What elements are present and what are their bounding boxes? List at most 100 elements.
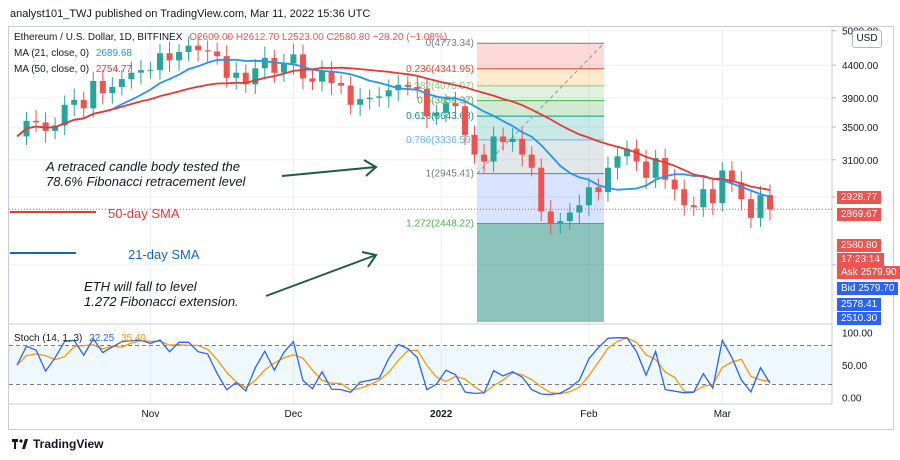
fib-level-label-4: 0.618(3643.68) [406,111,474,122]
annotation-fall-line1: ETH will fall to level [84,279,197,294]
legend-ma21-label: MA (21, close, 0) [14,48,90,59]
candle-63 [614,145,621,180]
candle-body-18 [185,45,192,53]
price-badge-4: Ask 2579.90 [837,266,900,279]
candle-body-26 [261,57,268,69]
candle-body-9 [99,81,106,93]
candle-body-71 [690,205,697,208]
candle-8 [90,71,97,118]
candle-18 [185,36,192,62]
candle-5 [61,95,68,136]
candle-37 [366,89,373,110]
candle-57 [557,212,564,234]
candle-14 [147,61,154,79]
candle-2 [33,110,40,133]
x-tick-label-2: 2022 [430,409,453,420]
annotation-fall-line2: 1.272 Fibonacci extension. [84,294,239,309]
candle-body-25 [252,68,259,85]
candle-55 [538,158,545,222]
candle-52 [509,127,516,152]
stoch-k-line [16,337,771,396]
candle-42 [414,76,421,99]
candle-16 [166,41,173,72]
candle-71 [690,196,697,216]
candle-33 [328,61,335,95]
candle-54 [528,146,535,177]
stoch-legend-label: Stoch (14, 1, 3) [14,333,83,344]
chart-frame [8,26,894,430]
annotation-retrace-line1: A retraced candle body tested the [46,159,240,174]
candle-body-66 [643,161,650,178]
y-tick-label-5: 4400.00 [842,61,879,72]
legend-ma21-value: 2689.68 [95,48,132,59]
fib-level-label-7: 1.272(2448.22) [406,219,474,230]
candle-body-19 [195,45,202,51]
candle-49 [481,143,488,173]
candle-body-43 [423,88,430,117]
candle-21 [214,42,221,65]
candle-53 [519,128,526,167]
stoch-legend-k: 22.25 [89,333,115,344]
ma50-line [16,66,771,191]
candle-9 [99,70,106,105]
stoch-band [9,345,832,385]
candle-56 [547,200,554,235]
arrow-fall-shaft [265,254,377,297]
candle-44 [433,104,440,125]
candle-body-51 [500,136,507,143]
stoch-legend-d: 35.49 [120,333,146,344]
candle-10 [109,77,116,104]
price-badge-3: 17:23:14 [837,253,884,266]
legend-ma50-value: 2754.77 [95,64,132,75]
candle-70 [681,179,688,216]
candle-75 [728,161,735,193]
candle-76 [738,171,745,211]
tradingview-logo-icon [12,439,28,449]
candle-body-72 [700,189,707,208]
candle-35 [347,76,354,115]
candle-67 [652,149,659,188]
currency-button[interactable]: USD [852,30,882,48]
candle-body-57 [557,221,564,224]
candle-36 [357,87,364,117]
candle-body-16 [166,53,173,61]
annotation-retrace: A retraced candle body tested the 78.6% … [46,159,245,189]
candle-29 [290,43,297,75]
candle-body-32 [319,71,326,82]
candle-body-7 [80,99,87,109]
candle-19 [195,34,202,62]
candle-68 [662,148,669,189]
footer-brand-text: TradingView [33,437,104,451]
stoch-legend: Stoch (14, 1, 3) 22.25 35.49 [14,333,146,344]
price-badge-1: 2869.67 [837,208,882,221]
candle-32 [319,60,326,92]
legend-ma50[interactable]: MA (50, close, 0) 2754.77 [14,64,132,75]
candle-body-21 [214,51,221,57]
price-badge-6: 2578.41 [837,298,882,311]
candle-body-28 [280,63,287,73]
candle-body-34 [338,82,345,86]
annotation-sma21: 21-day SMA [128,247,200,262]
candle-body-53 [519,138,526,155]
annotation-sma50: 50-day SMA [108,206,180,221]
candle-body-74 [719,170,726,204]
candle-body-63 [614,156,621,168]
candle-body-15 [156,53,163,71]
fib-level-label-6: 1(2945.41) [426,169,474,180]
footer-brand: TradingView [12,437,103,451]
candle-61 [595,178,602,201]
y-tick-label-4: 3900.00 [842,94,879,105]
candle-body-44 [433,112,440,117]
legend-symbol: Ethereum / U.S. Dollar, 1D, BITFINEX O26… [14,32,447,43]
candle-body-4 [52,125,59,131]
candle-body-17 [176,52,183,61]
fib-level-label-5: 0.786(3336.59) [406,135,474,146]
x-tick-label-3: Feb [580,409,598,420]
legend-ma21[interactable]: MA (21, close, 0) 2689.68 [14,48,132,59]
fib-trend-line [476,42,605,174]
annotation-retrace-line2: 78.6% Fibonacci retracement level [46,174,246,189]
candle-17 [176,43,183,71]
x-tick-label-4: Mar [714,409,732,420]
price-badge-7: 2510.30 [837,312,882,325]
